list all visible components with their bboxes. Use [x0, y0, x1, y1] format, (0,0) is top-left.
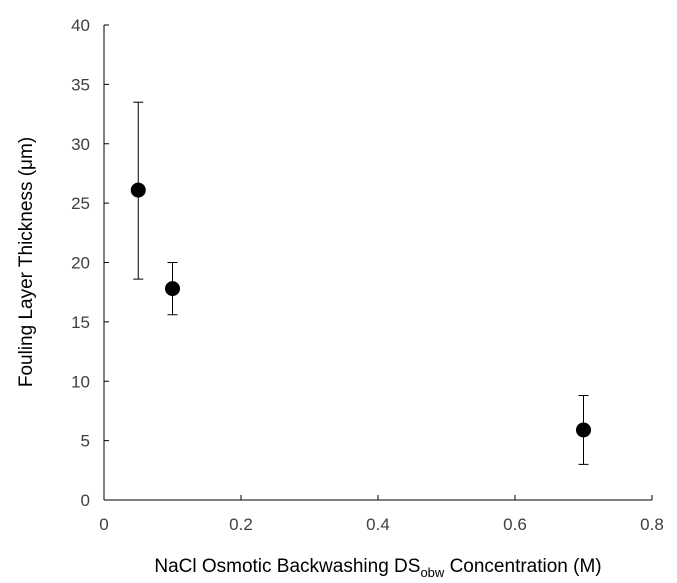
x-tick-label: 0.4	[366, 515, 390, 534]
x-axis-title-tail: Concentration (M)	[444, 556, 601, 577]
y-tick-label: 5	[81, 432, 90, 451]
data-point	[576, 422, 591, 438]
error-bars	[133, 101, 589, 465]
x-tick-label: 0.2	[229, 515, 253, 534]
y-tick-label: 0	[81, 491, 90, 510]
y-axis-title: Fouling Layer Thickness (μm)	[16, 137, 37, 387]
x-axis: 0 0.2 0.4 0.6 0.8	[99, 495, 664, 534]
x-axis-title: NaCl Osmotic Backwashing DSobw Concentra…	[154, 556, 601, 580]
x-tick-label: 0.8	[640, 515, 664, 534]
y-tick-label: 40	[71, 16, 90, 35]
data-points	[130, 182, 591, 438]
y-axis: 0 5 10 15 20 25 30 35 40	[71, 16, 109, 510]
y-tick-label: 20	[71, 254, 90, 273]
y-tick-label: 30	[71, 135, 90, 154]
y-tick-label: 15	[71, 313, 90, 332]
x-tick-label: 0.6	[503, 515, 527, 534]
data-point	[165, 281, 180, 297]
x-axis-title-main: NaCl Osmotic Backwashing DS	[154, 556, 420, 577]
y-tick-label: 10	[71, 372, 90, 391]
data-point	[130, 182, 146, 198]
y-tick-label: 35	[71, 75, 90, 94]
y-tick-label: 25	[71, 194, 90, 213]
x-axis-title-subscript: obw	[420, 565, 444, 580]
x-tick-label: 0	[99, 515, 108, 534]
